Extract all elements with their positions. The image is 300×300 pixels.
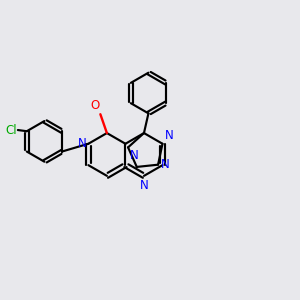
Text: N: N	[130, 148, 139, 162]
Text: N: N	[165, 129, 173, 142]
Text: N: N	[78, 137, 87, 150]
Text: Cl: Cl	[6, 124, 17, 136]
Text: O: O	[91, 99, 100, 112]
Text: N: N	[140, 179, 148, 192]
Text: N: N	[160, 158, 169, 171]
